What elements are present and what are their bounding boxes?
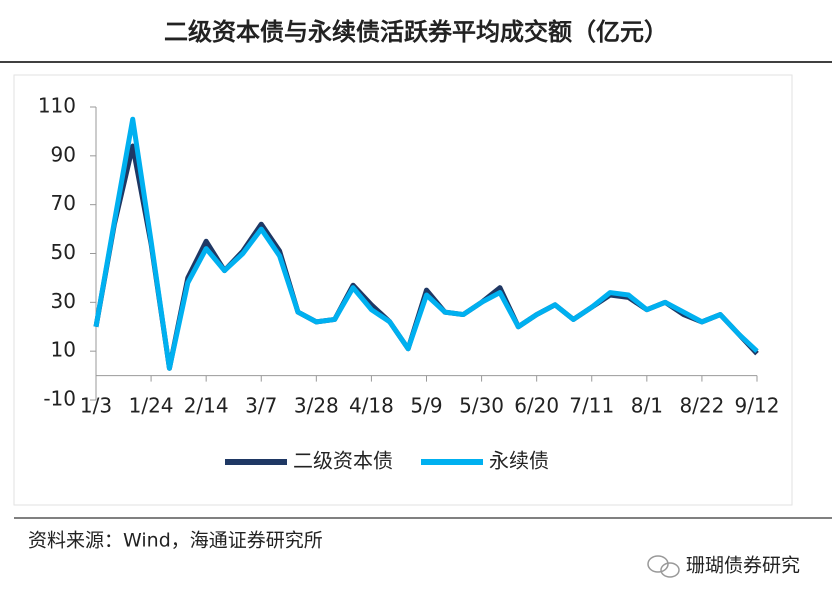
x-tick-label: 3/28 xyxy=(294,394,339,418)
x-tick-label: 8/22 xyxy=(679,394,724,418)
x-tick-label: 1/24 xyxy=(129,394,174,418)
x-tick-label: 5/30 xyxy=(459,394,504,418)
x-tick-label: 6/20 xyxy=(514,394,559,418)
x-tick-label: 1/3 xyxy=(80,394,112,418)
watermark: 珊瑚债券研究 xyxy=(686,555,800,577)
legend-label: 永续债 xyxy=(489,449,549,473)
x-tick-label: 3/7 xyxy=(245,394,277,418)
y-tick-label: -10 xyxy=(43,387,76,411)
y-tick-label: 90 xyxy=(51,142,76,166)
y-tick-label: 30 xyxy=(51,289,76,313)
x-tick-label: 9/12 xyxy=(735,394,780,418)
y-tick-label: 50 xyxy=(51,240,76,264)
series-line xyxy=(93,143,759,371)
x-tick-label: 2/14 xyxy=(184,394,229,418)
watermark-icon xyxy=(647,555,680,578)
x-tick-label: 7/11 xyxy=(569,394,614,418)
y-tick-label: 110 xyxy=(38,94,76,118)
source: 资料来源：Wind，海通证券研究所 xyxy=(28,530,323,552)
chart-title: 二级资本债与永续债活跃券平均成交额（亿元） xyxy=(164,18,668,46)
y-tick-label: 10 xyxy=(51,338,76,362)
plot-frame xyxy=(13,74,793,506)
legend-label: 二级资本债 xyxy=(293,449,393,473)
x-tick-label: 8/1 xyxy=(631,394,663,418)
x-tick-label: 5/9 xyxy=(410,394,442,418)
y-tick-label: 70 xyxy=(51,191,76,215)
x-tick-label: 4/18 xyxy=(349,394,394,418)
series-line xyxy=(93,116,759,371)
